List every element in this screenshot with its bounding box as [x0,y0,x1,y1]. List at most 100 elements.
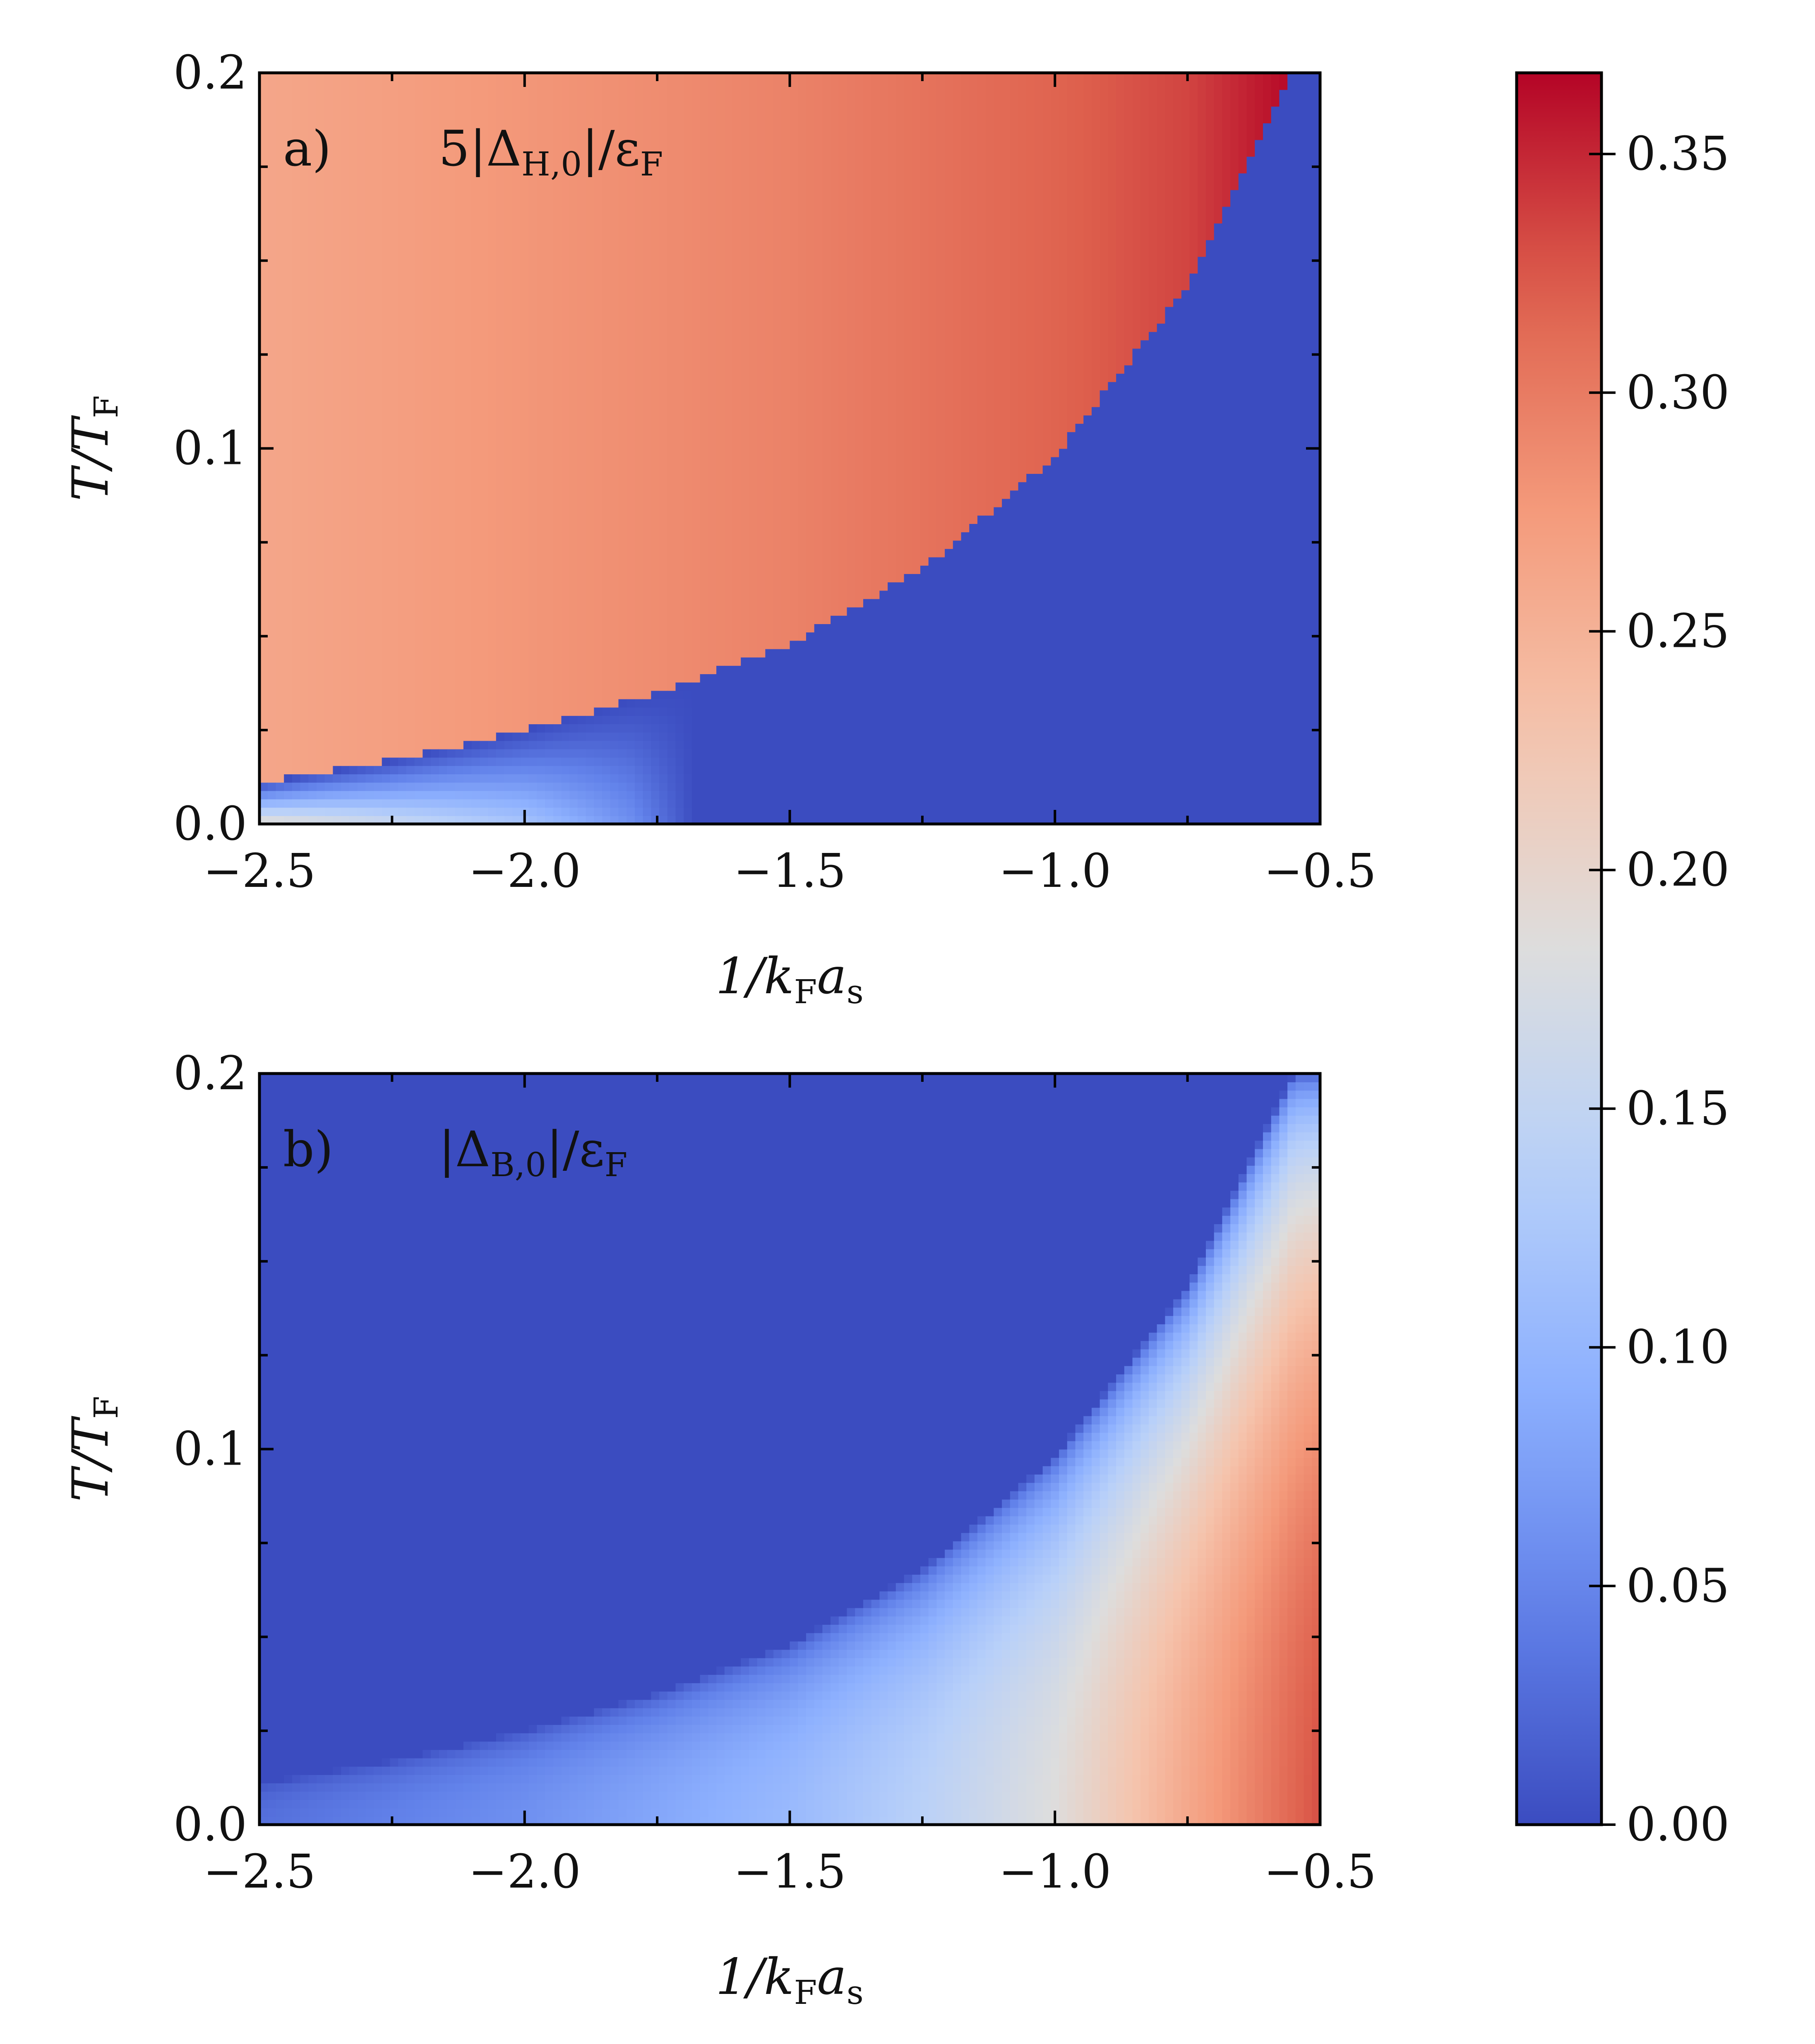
heatmap-cell [627,774,635,783]
heatmap-cell [529,315,538,324]
heatmap-cell [708,766,717,774]
heatmap-cell [651,198,660,207]
heatmap-cell [415,115,423,123]
heatmap-cell [423,657,431,666]
heatmap-cell [390,532,399,540]
heatmap-cell [700,139,709,148]
heatmap-cell [276,265,284,274]
heatmap-cell [447,490,456,499]
heatmap-cell [675,790,684,799]
heatmap-cell [406,757,415,766]
heatmap-cell [292,449,301,457]
heatmap-cell [308,549,317,557]
heatmap-cell [333,482,341,490]
heatmap-cell [643,515,652,524]
heatmap-cell [415,674,423,682]
heatmap-cell [675,665,684,674]
heatmap-cell [415,582,423,591]
heatmap-cell [496,290,505,298]
heatmap-cell [390,156,399,165]
heatmap-cell [284,632,293,641]
heatmap-cell [610,457,619,466]
heatmap-cell [480,190,488,198]
heatmap-cell [618,348,627,357]
heatmap-cell [504,766,513,774]
heatmap-cell [382,123,391,132]
heatmap-cell [317,607,325,616]
heatmap-cell [488,574,497,582]
heatmap-cell [561,732,570,741]
heatmap-cell [382,139,391,148]
heatmap-cell [423,682,431,691]
heatmap-cell [602,624,611,632]
heatmap-cell [374,574,382,582]
heatmap-cell [415,549,423,557]
heatmap-cell [480,557,488,566]
heatmap-cell [700,190,709,198]
heatmap-cell [594,557,603,566]
heatmap-cell [708,774,717,783]
heatmap-cell [675,674,684,682]
heatmap-cell [439,590,448,599]
heatmap-cell [406,766,415,774]
heatmap-cell [586,707,595,716]
heatmap-cell [651,473,660,482]
heatmap-cell [406,139,415,148]
heatmap-cell [659,432,668,440]
heatmap-cell [382,732,391,741]
heatmap-cell [300,557,309,566]
heatmap-cell [675,139,684,148]
heatmap-cell [415,307,423,315]
heatmap-cell [276,507,284,516]
heatmap-cell [284,690,293,699]
heatmap-cell [308,482,317,490]
heatmap-cell [553,382,562,390]
heatmap-cell [349,265,358,274]
heatmap-cell [325,265,334,274]
heatmap-cell [488,515,497,524]
heatmap-cell [398,515,407,524]
heatmap-cell [398,423,407,432]
heatmap-cell [512,565,521,574]
heatmap-cell [415,449,423,457]
heatmap-cell [390,257,399,265]
heatmap-cell [627,315,635,324]
heatmap-cell [276,632,284,641]
heatmap-cell [537,231,545,240]
heatmap-cell [463,482,472,490]
heatmap-cell [480,707,488,716]
heatmap-cell [643,457,652,466]
heatmap-cell [496,640,505,649]
heatmap-cell [447,473,456,482]
heatmap-cell [537,423,545,432]
heatmap-cell [365,690,374,699]
heatmap-cell [390,624,399,632]
heatmap-cell [398,357,407,365]
heatmap-cell [276,248,284,257]
heatmap-cell [308,198,317,207]
heatmap-cell [276,615,284,624]
heatmap-cell [447,98,456,107]
heatmap-cell [358,524,366,532]
heatmap-cell [463,740,472,749]
heatmap-cell [365,165,374,173]
heatmap-cell [439,716,448,724]
heatmap-cell [684,524,692,532]
heatmap-cell [545,674,554,682]
heatmap-cell [512,507,521,516]
heatmap-cell [308,440,317,449]
heatmap-cell [349,490,358,499]
heatmap-cell [618,465,627,474]
heatmap-cell [586,207,595,215]
heatmap-cell [496,649,505,658]
heatmap-cell [317,231,325,240]
heatmap-cell [586,674,595,682]
heatmap-cell [292,799,301,808]
heatmap-cell [284,574,293,582]
heatmap-cell [333,357,341,365]
heatmap-cell [300,749,309,758]
heatmap-cell [521,123,529,132]
heatmap-cell [708,732,717,741]
heatmap-cell [602,98,611,107]
heatmap-cell [700,265,709,274]
